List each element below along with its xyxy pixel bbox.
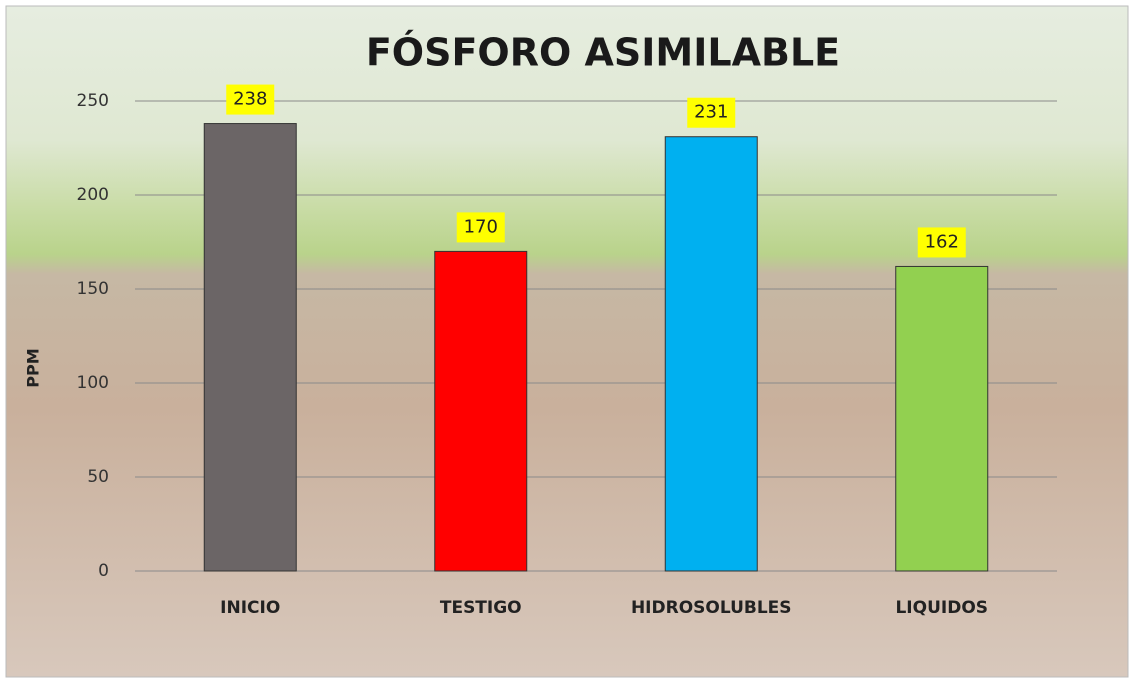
value-label-bg <box>917 227 966 258</box>
value-label: 231 <box>694 102 728 123</box>
y-tick-label: 100 <box>77 373 109 393</box>
y-tick-label: 50 <box>87 467 109 487</box>
value-label-bg <box>687 97 736 128</box>
value-label-bg <box>456 212 505 243</box>
bar <box>203 123 297 572</box>
value-label: 170 <box>464 216 498 237</box>
x-tick-label: LIQUIDOS <box>895 598 988 618</box>
value-label: 162 <box>925 231 959 252</box>
x-tick-label: INICIO <box>220 598 280 618</box>
x-tick-label: TESTIGO <box>440 598 522 618</box>
y-tick-label: 200 <box>77 185 109 205</box>
x-tick-label: HIDROSOLUBLES <box>631 598 792 618</box>
value-label-bg <box>226 84 275 115</box>
bar <box>434 250 528 572</box>
bar <box>664 136 758 572</box>
y-tick-label: 0 <box>98 561 109 581</box>
value-label: 238 <box>233 89 267 110</box>
bar <box>895 265 989 572</box>
y-tick-label: 250 <box>77 91 109 111</box>
y-axis-label: PPM <box>24 348 43 387</box>
y-tick-label: 150 <box>77 279 109 299</box>
chart-title: FÓSFORO ASIMILABLE <box>366 31 840 75</box>
